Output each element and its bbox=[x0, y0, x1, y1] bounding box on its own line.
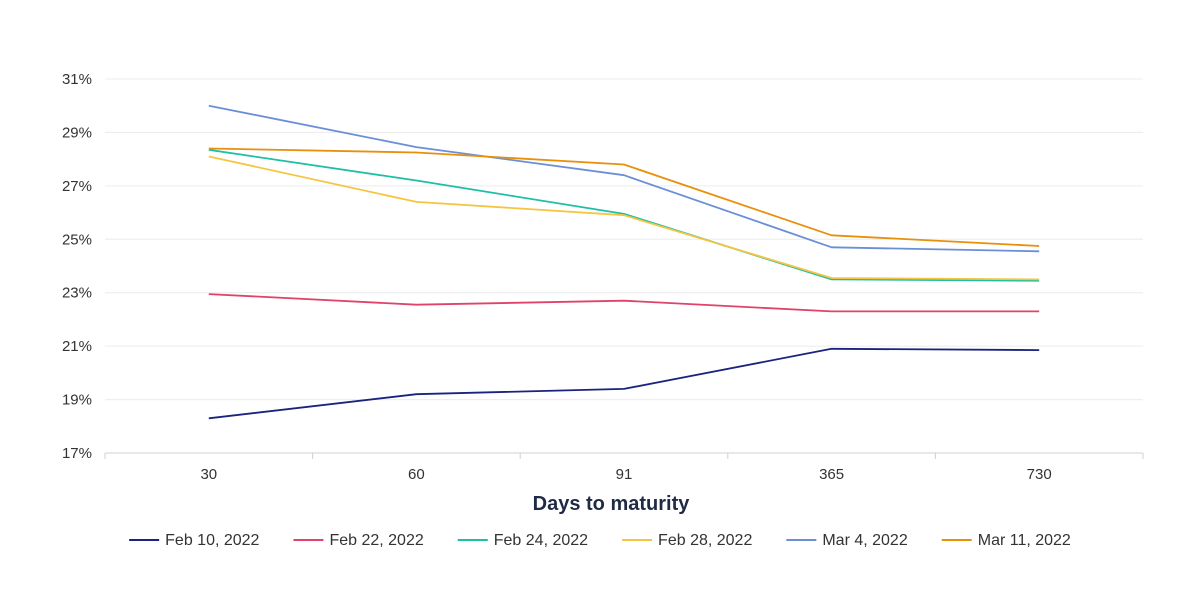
x-axis-title: Days to maturity bbox=[533, 493, 691, 515]
legend-item: Mar 11, 2022 bbox=[941, 532, 1071, 549]
series-line bbox=[208, 147, 1040, 247]
y-tick-label: 21% bbox=[62, 338, 92, 355]
legend-label: Feb 24, 2022 bbox=[494, 532, 588, 549]
series-line bbox=[208, 347, 1040, 420]
y-tick-label: 17% bbox=[62, 445, 92, 462]
legend: Feb 10, 2022 Feb 22, 2022 Feb 24, 2022 Feb … bbox=[129, 532, 1071, 549]
x-tick-label: 30 bbox=[200, 466, 217, 483]
legend-item: Feb 10, 2022 bbox=[129, 532, 260, 549]
series-lines bbox=[208, 104, 1040, 420]
x-tick-label: 365 bbox=[819, 466, 844, 483]
legend-item: Feb 22, 2022 bbox=[293, 532, 424, 549]
legend-item: Feb 24, 2022 bbox=[457, 532, 588, 549]
y-tick-label: 27% bbox=[62, 178, 92, 195]
legend-label: Mar 4, 2022 bbox=[822, 532, 907, 549]
x-tick-label: 60 bbox=[408, 466, 425, 483]
legend-label: Feb 10, 2022 bbox=[165, 532, 259, 549]
y-tick-label: 31% bbox=[62, 71, 92, 88]
x-axis: 30 60 91 365 730 bbox=[104, 452, 1144, 483]
legend-label: Feb 22, 2022 bbox=[329, 532, 423, 549]
legend-label: Feb 28, 2022 bbox=[658, 532, 752, 549]
series-line bbox=[208, 148, 1040, 282]
y-tick-label: 29% bbox=[62, 124, 92, 141]
series-line bbox=[208, 293, 1040, 313]
gridlines bbox=[105, 78, 1143, 401]
y-tick-label: 25% bbox=[62, 231, 92, 248]
series-line bbox=[208, 104, 1040, 253]
series-line bbox=[208, 155, 1040, 281]
x-tick-label: 730 bbox=[1027, 466, 1052, 483]
legend-item: Feb 28, 2022 bbox=[622, 532, 752, 549]
legend-item: Mar 4, 2022 bbox=[786, 532, 908, 549]
y-tick-label: 19% bbox=[62, 392, 92, 409]
y-tick-label: 23% bbox=[62, 285, 92, 302]
x-tick-label: 91 bbox=[616, 466, 633, 483]
y-axis: 17% 19% 21% 23% 25% 27% 29% 31% bbox=[62, 71, 92, 462]
legend-label: Mar 11, 2022 bbox=[978, 532, 1071, 549]
